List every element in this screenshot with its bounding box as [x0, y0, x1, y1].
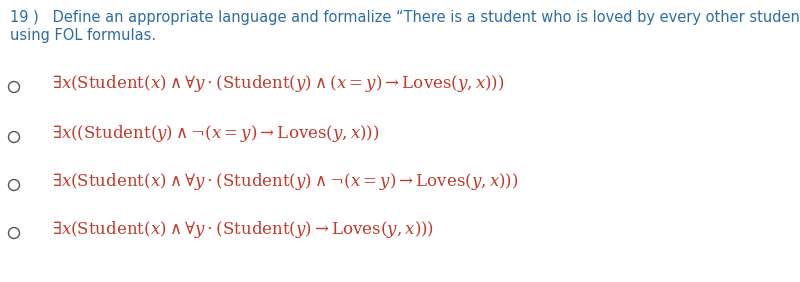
Text: using FOL formulas.: using FOL formulas. — [10, 28, 156, 43]
Text: $\exists x((\mathrm{Student}(y) \wedge \neg(x = y) \rightarrow \mathrm{Loves}(y,: $\exists x((\mathrm{Student}(y) \wedge \… — [52, 123, 379, 144]
Text: 19 )   Define an appropriate language and formalize “There is a student who is l: 19 ) Define an appropriate language and … — [10, 10, 800, 25]
Text: $\exists x(\mathrm{Student}(x) \wedge \forall y \cdot (\mathrm{Student}(y) \wedg: $\exists x(\mathrm{Student}(x) \wedge \f… — [52, 73, 505, 94]
Text: $\exists x(\mathrm{Student}(x) \wedge \forall y \cdot (\mathrm{Student}(y) \wedg: $\exists x(\mathrm{Student}(x) \wedge \f… — [52, 171, 518, 192]
Text: $\exists x(\mathrm{Student}(x) \wedge \forall y \cdot (\mathrm{Student}(y) \righ: $\exists x(\mathrm{Student}(x) \wedge \f… — [52, 219, 434, 240]
